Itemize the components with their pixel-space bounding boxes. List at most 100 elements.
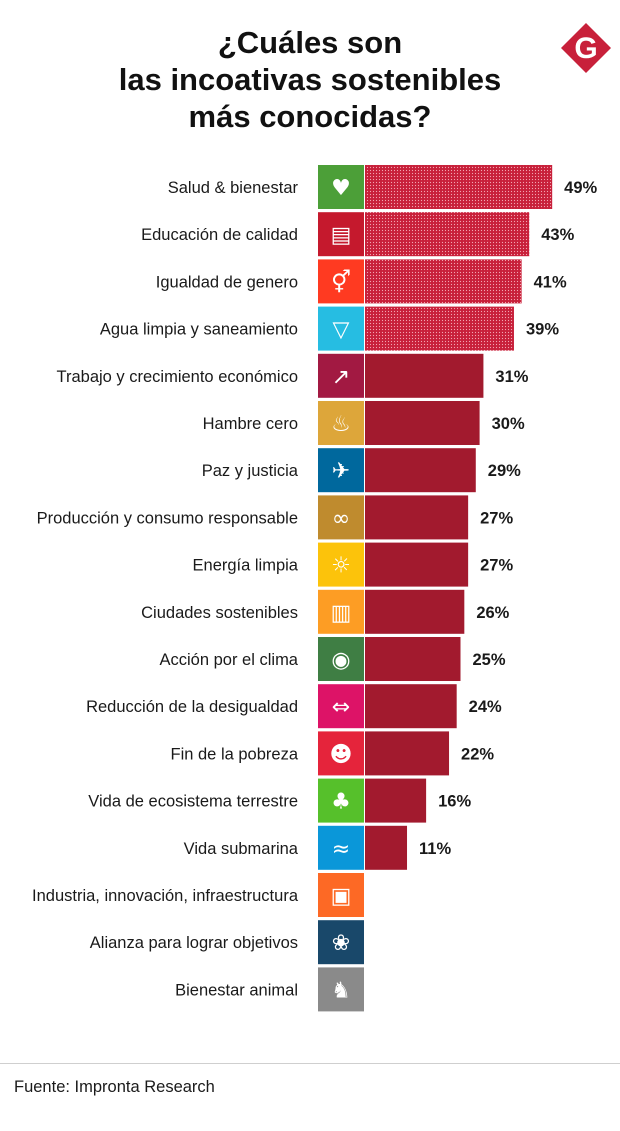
- category-label: Alianza para lograr objetivos: [90, 934, 298, 952]
- logo-diamond: [561, 23, 611, 73]
- svg-text:◉: ◉: [331, 648, 350, 673]
- chart-row: Educación de calidad ▤ 43%: [141, 212, 575, 257]
- category-label: Bienestar animal: [175, 981, 298, 999]
- chart-row: Fin de la pobreza ☻ 22%: [171, 731, 494, 776]
- chart-row: Vida submarina ≈11%: [184, 825, 451, 870]
- health-icon: ♥: [318, 165, 364, 209]
- category-label: Reducción de la desigualdad: [86, 698, 298, 716]
- value-label: 31%: [495, 368, 528, 386]
- category-label: Ciudades sostenibles: [141, 604, 298, 622]
- title-line-2: las incoativas sostenibles: [118, 62, 502, 97]
- svg-text:▥: ▥: [331, 601, 352, 626]
- growth-chart-icon: ↗: [318, 353, 364, 398]
- svg-text:⚥: ⚥: [331, 268, 351, 295]
- bar: [365, 259, 522, 304]
- value-label: 41%: [534, 273, 567, 291]
- svg-text:▤: ▤: [331, 223, 352, 248]
- value-label: 22%: [461, 745, 494, 763]
- svg-text:♨: ♨: [331, 412, 351, 437]
- eye-globe-icon: ◉: [318, 637, 364, 681]
- water-drop-icon: ▽: [318, 306, 364, 351]
- value-label: 30%: [492, 415, 525, 433]
- bar: [365, 542, 469, 587]
- value-label: 26%: [476, 604, 509, 622]
- chart-row: Igualdad de genero ⚥ 41%: [156, 259, 567, 304]
- footer-divider: [0, 1063, 620, 1064]
- fish-icon: ≈: [318, 825, 364, 870]
- chart-row: Agua limpia y saneamiento ▽ 39%: [100, 306, 559, 351]
- category-label: Vida submarina: [184, 840, 299, 858]
- bar: [365, 637, 461, 681]
- sun-icon: ☼: [318, 542, 364, 587]
- value-label: 49%: [564, 179, 597, 197]
- bar: [365, 684, 457, 729]
- dove-icon: ✈: [318, 448, 364, 493]
- value-label: 25%: [473, 651, 506, 669]
- source-note: Fuente: Impronta Research: [14, 1078, 215, 1096]
- value-label: 29%: [488, 462, 521, 480]
- bar: [365, 731, 450, 776]
- category-label: Salud & bienestar: [168, 179, 299, 197]
- svg-text:☻: ☻: [330, 742, 353, 767]
- bar: [365, 306, 514, 351]
- category-label: Paz y justicia: [202, 462, 299, 480]
- value-label: 43%: [541, 226, 574, 244]
- animal-icon: ♞: [318, 967, 364, 1012]
- rings-icon: ❀: [318, 920, 364, 965]
- bar: [365, 165, 553, 209]
- category-label: Acción por el clima: [160, 651, 299, 669]
- svg-text:♣: ♣: [331, 790, 351, 815]
- svg-text:✈: ✈: [332, 459, 350, 484]
- category-label: Educación de calidad: [141, 226, 298, 244]
- category-label: Hambre cero: [203, 415, 298, 433]
- value-label: 27%: [480, 509, 513, 527]
- chart-row: Ciudades sostenibles ▥ 26%: [141, 589, 510, 634]
- title-line-3: más conocidas?: [188, 99, 432, 134]
- cubes-icon: ▣: [318, 873, 364, 917]
- chart-row: Producción y consumo responsable ∞ 27%: [37, 495, 513, 540]
- category-label: Trabajo y crecimiento económico: [57, 368, 299, 386]
- chart-row: Hambre cero ♨ 30%: [203, 401, 525, 445]
- title-line-1: ¿Cuáles son: [217, 25, 403, 60]
- family-icon: ☻: [318, 731, 364, 776]
- infinity-icon: ∞: [318, 495, 364, 540]
- bowl-icon: ♨: [318, 401, 364, 445]
- category-label: Vida de ecosistema terrestre: [88, 793, 298, 811]
- tree-icon: ♣: [318, 778, 364, 823]
- bar-chart: Salud & bienestar ♥ 49% Educación de calida…: [32, 165, 598, 1012]
- bar: [365, 825, 408, 870]
- svg-text:↗: ↗: [332, 365, 350, 390]
- svg-text:≈: ≈: [332, 837, 350, 862]
- bar: [365, 401, 480, 445]
- svg-text:♞: ♞: [331, 978, 351, 1003]
- gender-icon: ⚥: [318, 259, 364, 304]
- chart-row: Acción por el clima ◉ 25%: [160, 637, 506, 681]
- svg-text:❀: ❀: [332, 931, 350, 956]
- chart-row: Reducción de la desigualdad ⇔ 24%: [86, 684, 502, 729]
- value-label: 24%: [469, 698, 502, 716]
- value-label: 39%: [526, 321, 559, 339]
- svg-text:▣: ▣: [331, 884, 352, 909]
- brand-logo: G: [561, 23, 611, 73]
- chart-row: Alianza para lograr objetivos ❀: [90, 920, 364, 965]
- chart-row: Bienestar animal ♞: [175, 967, 364, 1012]
- category-label: Igualdad de genero: [156, 273, 298, 291]
- svg-text:♥: ♥: [331, 176, 351, 201]
- category-label: Producción y consumo responsable: [37, 509, 298, 527]
- value-label: 16%: [438, 793, 471, 811]
- svg-text:▽: ▽: [333, 318, 350, 343]
- svg-text:⇔: ⇔: [332, 695, 350, 720]
- logo-letter: G: [574, 32, 597, 65]
- book-icon: ▤: [318, 212, 364, 257]
- bar: [365, 778, 427, 823]
- value-label: 11%: [419, 840, 451, 858]
- chart-row: Vida de ecosistema terrestre ♣ 16%: [88, 778, 471, 823]
- category-label: Agua limpia y saneamiento: [100, 321, 298, 339]
- bar: [365, 212, 530, 257]
- bar: [365, 448, 476, 493]
- bar: [365, 353, 484, 398]
- category-label: Industria, innovación, infraestructura: [32, 887, 299, 905]
- chart-title: ¿Cuáles son las incoativas sostenibles m…: [0, 24, 620, 135]
- chart-row: Energía limpia ☼ 27%: [193, 542, 513, 587]
- bar: [365, 589, 465, 634]
